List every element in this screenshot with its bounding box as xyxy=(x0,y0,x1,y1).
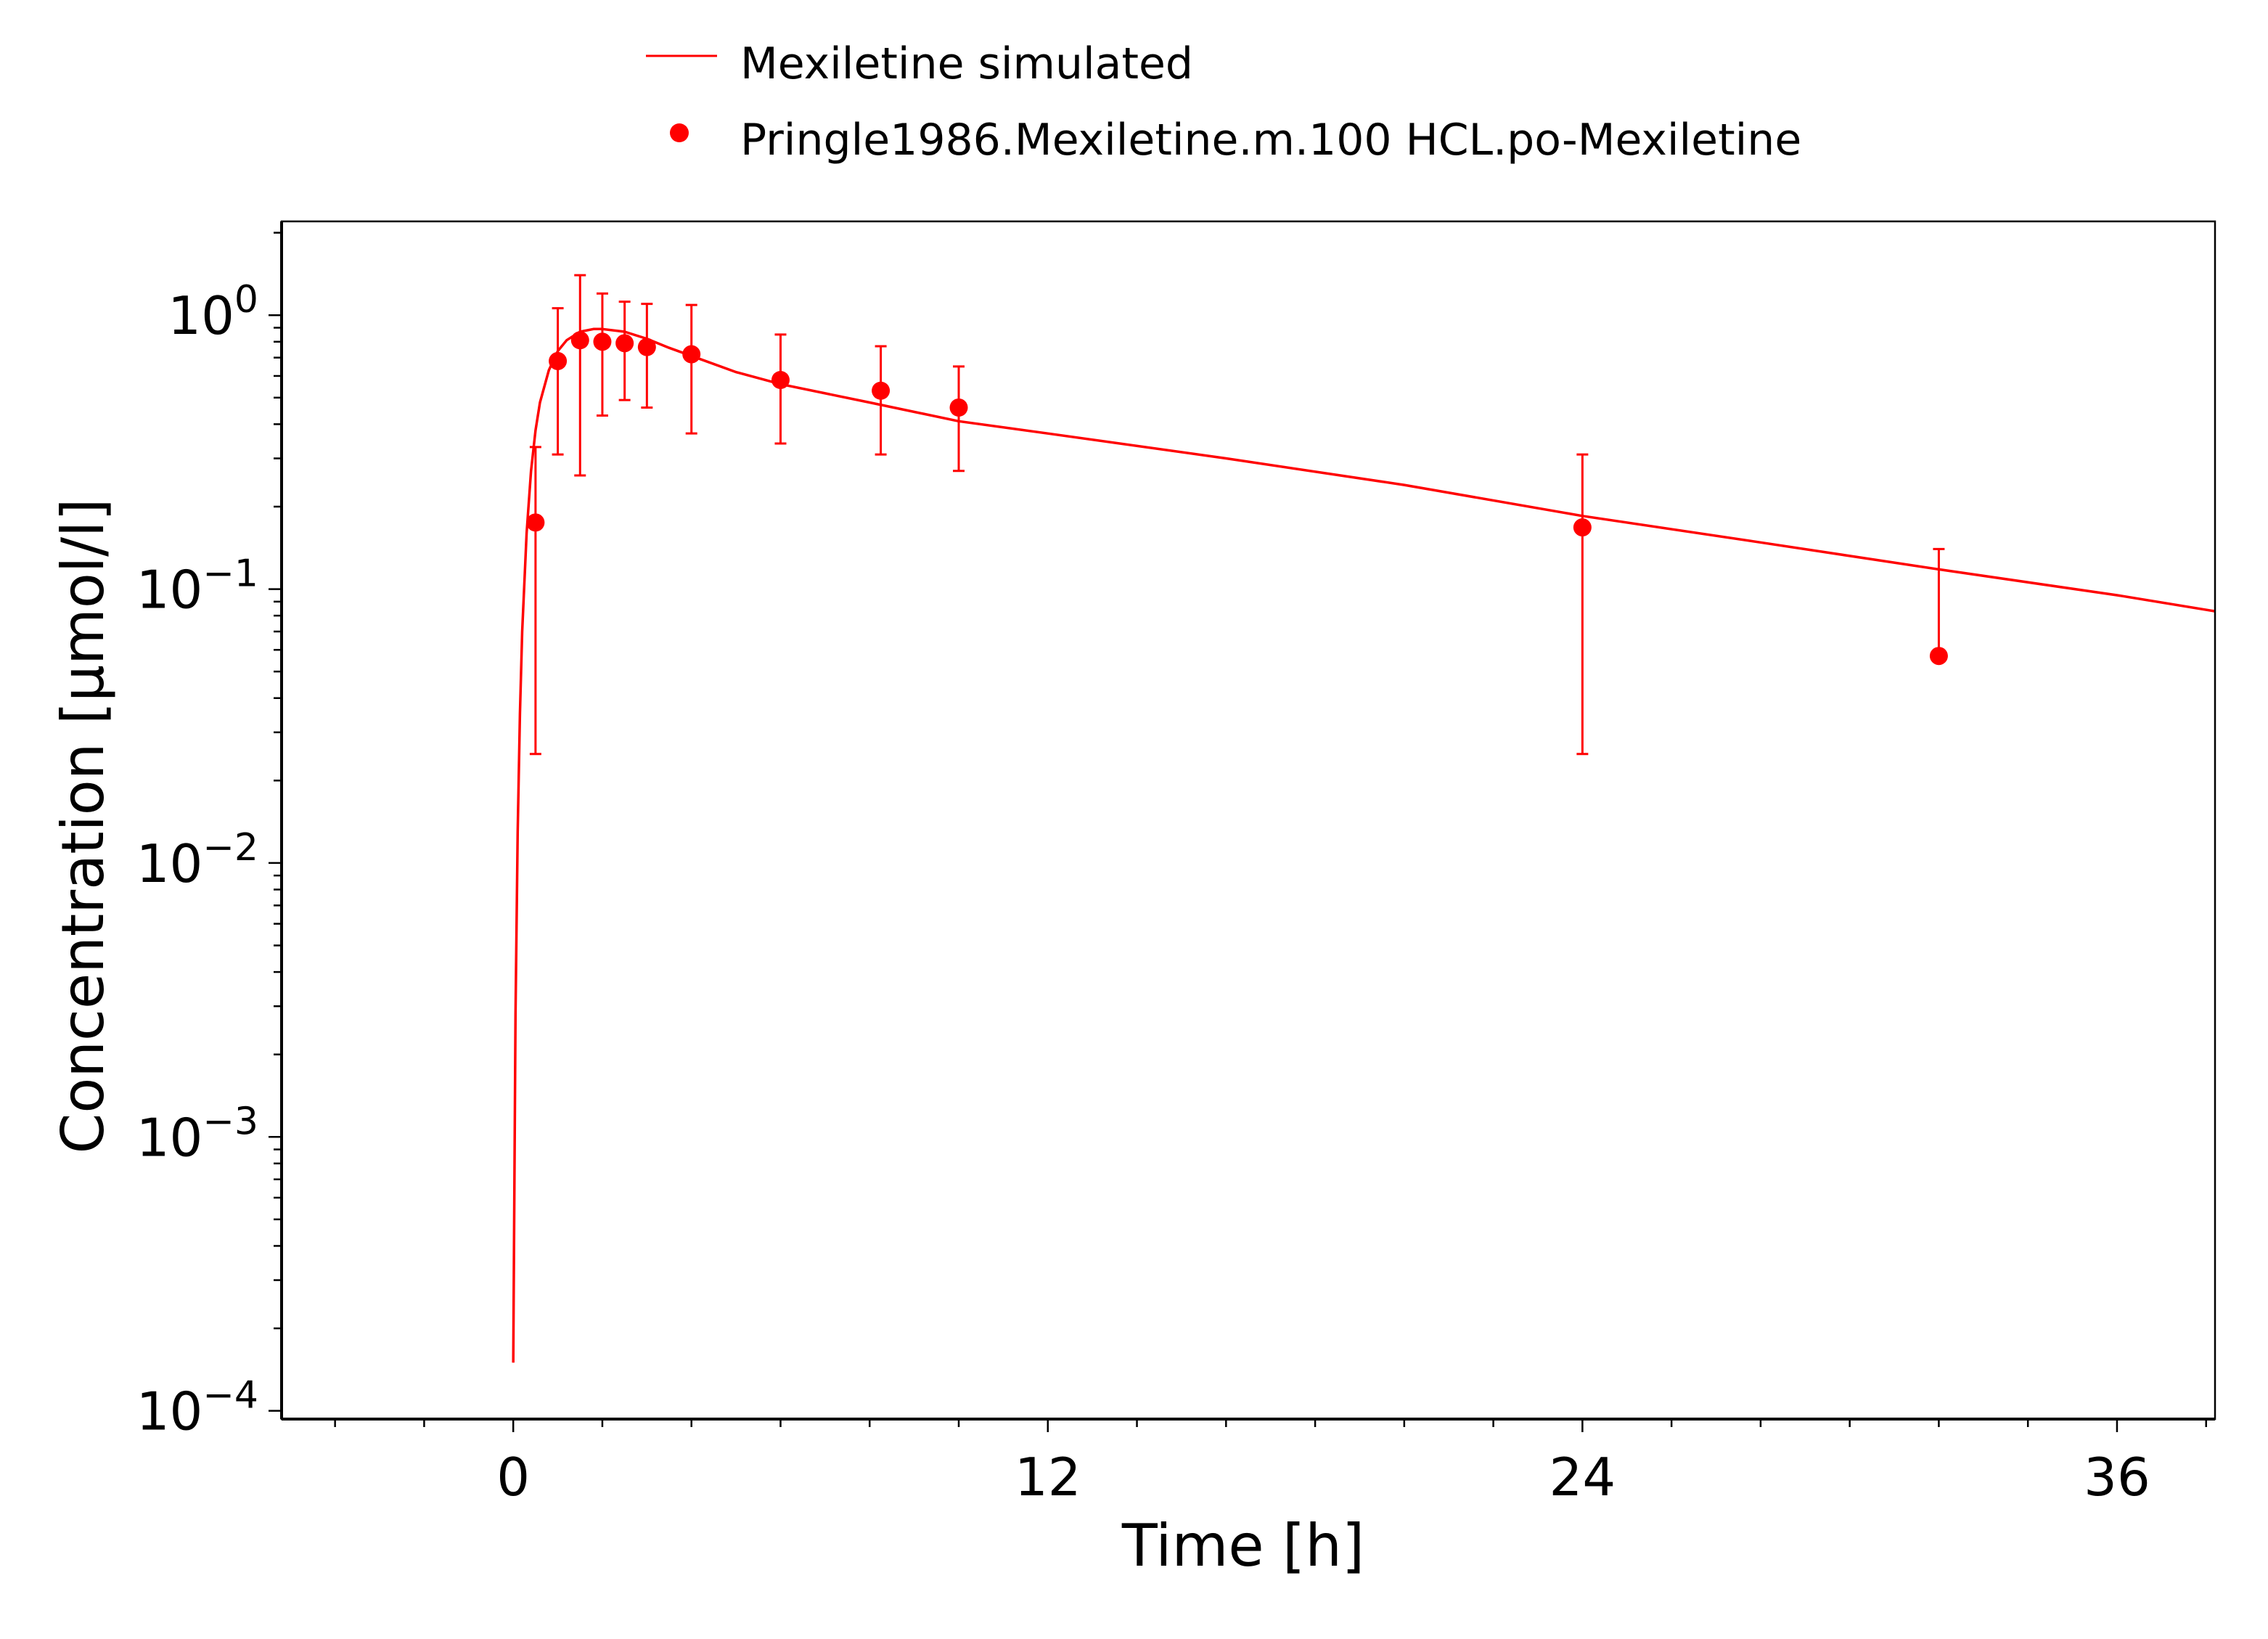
y-axis-title: Concentration [µmol/l] xyxy=(49,499,117,1154)
x-axis-title: Time [h] xyxy=(1121,1512,1364,1579)
y-tick-label: 100 xyxy=(168,278,258,346)
observed-data-point xyxy=(771,370,790,389)
plot-frame xyxy=(280,220,2216,1421)
y-tick-label: 10−2 xyxy=(136,826,258,894)
y-tick-label: 10−4 xyxy=(136,1374,258,1442)
observed-data-point xyxy=(615,334,634,353)
x-tick-label: 24 xyxy=(1549,1447,1616,1508)
observed-data-point xyxy=(593,332,612,351)
observed-data-point xyxy=(570,331,589,350)
x-tick-label: 0 xyxy=(496,1447,530,1508)
observed-data-point xyxy=(526,513,545,532)
x-tick-label: 12 xyxy=(1015,1447,1081,1508)
legend-marker-swatch xyxy=(670,123,689,142)
legend-label-observed: Pringle1986.Mexiletine.m.100 HCL.po-Mexi… xyxy=(740,115,1801,165)
y-tick-label: 10−1 xyxy=(136,552,258,621)
observed-data-point xyxy=(1929,647,1948,666)
axes: 0 12 24 36 100 10−1 10−2 10−3 10−4 xyxy=(136,220,2216,1508)
x-tick-label: 36 xyxy=(2084,1447,2150,1508)
observed-data-point xyxy=(949,398,968,417)
observed-data-point xyxy=(549,351,568,370)
legend-label-simulated: Mexiletine simulated xyxy=(740,38,1193,89)
simulated-line xyxy=(512,327,2216,1363)
plot-area xyxy=(512,274,2216,1363)
legend: Mexiletine simulated Pringle1986.Mexilet… xyxy=(646,38,1801,165)
observed-data-point xyxy=(1573,518,1592,537)
observed-data-point xyxy=(872,381,891,400)
y-tick-label: 10−3 xyxy=(136,1100,258,1168)
observed-data-point xyxy=(637,338,656,356)
observed-data-point xyxy=(682,345,701,364)
